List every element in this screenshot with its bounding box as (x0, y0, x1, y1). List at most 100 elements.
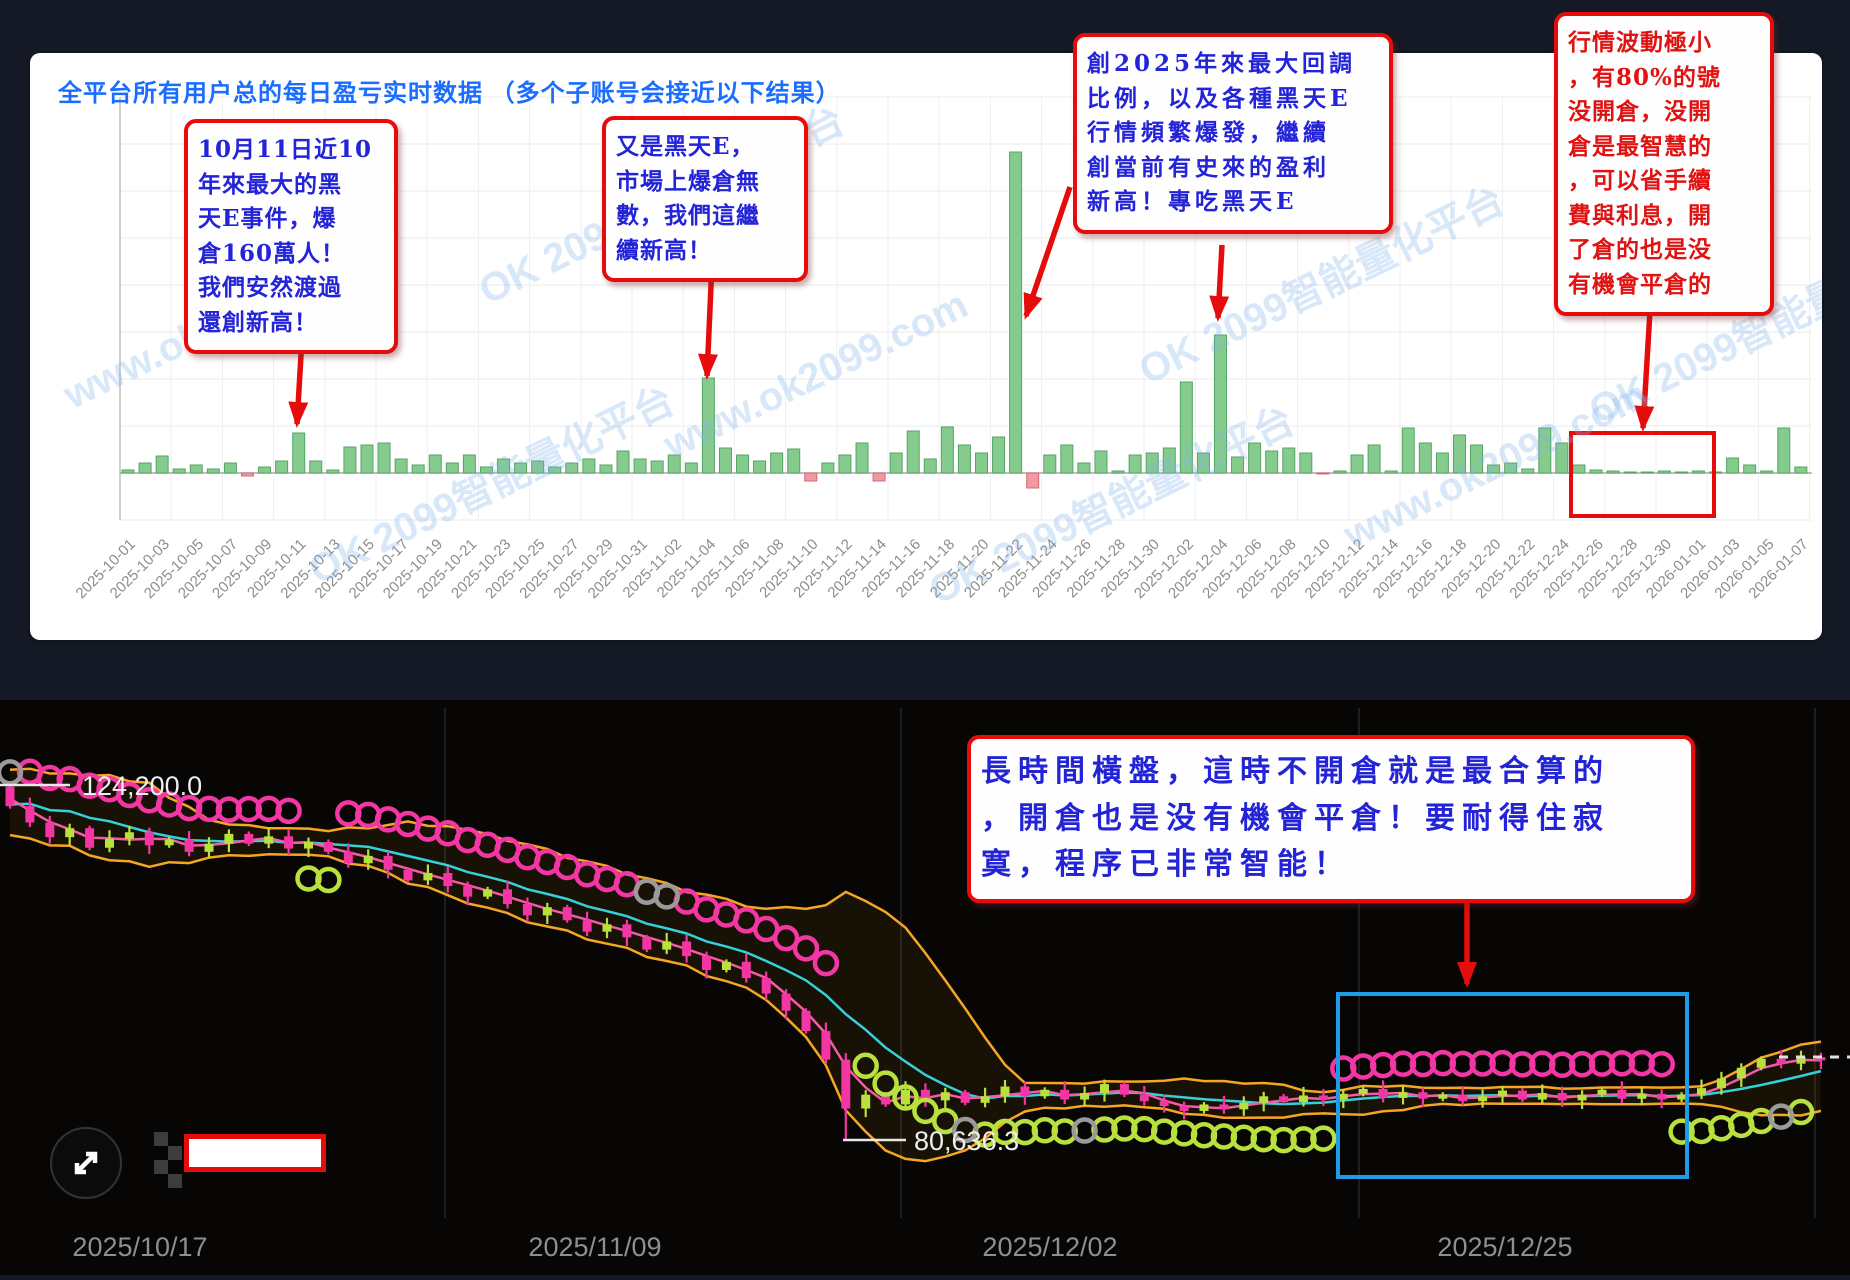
candle-body (1458, 1094, 1468, 1102)
candle-body (144, 832, 154, 846)
candle-body (363, 855, 373, 864)
annotation-sideways-market: 長時間橫盤，這時不開倉就是最合算的 ，開倉也是没有機會平倉！要耐得住寂 寞，程序… (967, 735, 1695, 903)
candle-body (1060, 1089, 1070, 1100)
candle-body (1040, 1089, 1050, 1097)
x-tick-label: 2025/12/02 (982, 1232, 1117, 1262)
bar (1094, 450, 1108, 474)
exchange-logo-icon (154, 1132, 182, 1193)
low-price-label: 80,636.3 (914, 1126, 1019, 1156)
candle-body (443, 873, 453, 887)
bar (360, 444, 374, 474)
bar (548, 466, 562, 474)
candle-body (45, 822, 55, 838)
candle-body (781, 993, 791, 1011)
bar (1623, 471, 1637, 474)
trend-marker-circle (852, 1052, 879, 1080)
bollinger-lower-line (9, 833, 1822, 1163)
bar (1282, 447, 1296, 474)
bar (497, 458, 511, 474)
bar (736, 454, 750, 474)
daily-profit-card: 全平台所有用户总的每日盈亏实时数据 （多个子账号会接近以下结果） 2025-10… (30, 53, 1822, 640)
candle-body (403, 869, 413, 881)
candle-body (304, 842, 313, 849)
candle-body (821, 1031, 831, 1060)
candle-body (1199, 1104, 1209, 1111)
bar (514, 462, 528, 474)
bar (684, 462, 698, 474)
candle-body (204, 843, 214, 852)
bar (787, 448, 801, 474)
bar (531, 460, 545, 474)
trend-marker-circle (872, 1070, 899, 1097)
candle-body (244, 833, 254, 844)
bar (957, 444, 971, 474)
bar (1657, 470, 1671, 474)
candle-body (602, 924, 612, 932)
bar (1606, 470, 1620, 474)
candle-body (1537, 1093, 1547, 1100)
candle-body (1219, 1104, 1229, 1110)
candle-body (483, 889, 493, 897)
bar (377, 442, 391, 474)
candles (5, 785, 1826, 1141)
bar (753, 460, 767, 474)
candle-body (1279, 1096, 1289, 1102)
bar (343, 446, 357, 474)
bar (1179, 381, 1193, 474)
bar (189, 464, 203, 474)
candle-body (1438, 1094, 1448, 1099)
candle-body (284, 836, 294, 849)
expand-button[interactable] (50, 1127, 122, 1199)
candle-body (940, 1092, 950, 1101)
candle-body (1338, 1093, 1348, 1100)
candle-body (662, 941, 672, 950)
bar (1640, 471, 1654, 474)
candle-body (184, 839, 194, 852)
candle-body (562, 907, 572, 921)
bar (326, 469, 340, 474)
candle-body (1159, 1101, 1169, 1107)
candle-body (1597, 1089, 1607, 1095)
bar (1145, 452, 1159, 474)
candle-body (5, 786, 15, 807)
bar (821, 462, 835, 474)
bar (462, 454, 476, 474)
bar (940, 426, 954, 474)
candle-body (1617, 1089, 1627, 1099)
trend-marker-circle (772, 924, 800, 952)
bar (1196, 452, 1210, 474)
bar (599, 464, 613, 474)
bar (1674, 471, 1688, 474)
candle-body (861, 1094, 871, 1109)
candle-body (522, 903, 532, 916)
bar (650, 460, 664, 474)
bar (1265, 450, 1279, 474)
candle-body (1179, 1106, 1189, 1111)
trend-marker-circle (912, 1097, 939, 1125)
bar (804, 472, 818, 482)
candle-body (1139, 1094, 1149, 1102)
candle-body (1418, 1092, 1428, 1099)
candle-body (1657, 1093, 1667, 1100)
candle-body (642, 937, 652, 950)
bar (1538, 427, 1552, 474)
candle-body (542, 907, 552, 916)
bar (1504, 462, 1518, 474)
bar (479, 466, 493, 474)
annotation-oct11-black-swan: 10月11日近10 年來最大的黑 天E事件，爆 倉160萬人！ 我們安然渡過 還… (184, 119, 398, 354)
candle-body (960, 1092, 970, 1103)
candle-body (1080, 1093, 1090, 1100)
bar (1555, 442, 1569, 474)
band-fill (10, 768, 1821, 1162)
candle-body (1756, 1058, 1766, 1068)
candle-body (682, 941, 692, 957)
candle-body (124, 832, 134, 839)
bar (1077, 462, 1091, 474)
bar (923, 458, 937, 474)
bar (1589, 469, 1603, 474)
bar (309, 460, 323, 474)
bar (889, 452, 903, 474)
bar (292, 432, 306, 474)
annotation-low-volatility-no-open: 行情波動極小 ，有80%的號 没開倉，没開 倉是最智慧的 ，可以省手續 費與利息… (1554, 12, 1774, 316)
